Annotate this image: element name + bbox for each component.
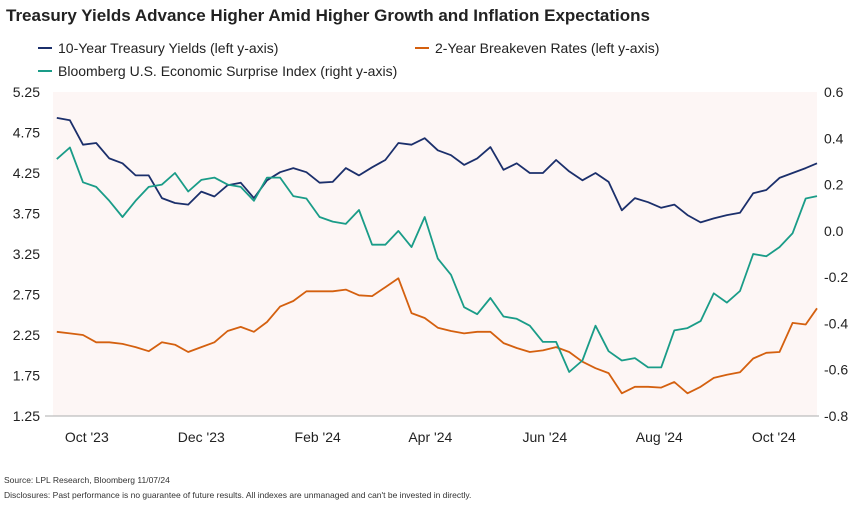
- y-right-tick-label: -0.2: [824, 269, 848, 285]
- chart-title: Treasury Yields Advance Higher Amid High…: [6, 6, 650, 25]
- y-right-tick-label: -0.6: [824, 362, 848, 378]
- y-right-tick-label: -0.4: [824, 315, 848, 331]
- series-lines: [56, 117, 818, 395]
- y-left-tick-label: 4.75: [13, 125, 40, 141]
- x-tick-label: Oct '24: [752, 429, 796, 445]
- y-axis-right: 0.6 0.4 0.2 0.0 -0.2 -0.4 -0.6 -0.8: [824, 84, 848, 424]
- legend-item: Bloomberg U.S. Economic Surprise Index (…: [38, 63, 397, 79]
- y-left-tick-label: 3.75: [13, 206, 40, 222]
- plot-background: [53, 92, 817, 416]
- y-left-tick-label: 1.25: [13, 408, 40, 424]
- x-tick-label: Oct '23: [65, 429, 109, 445]
- x-tick-label: Apr '24: [408, 429, 452, 445]
- y-left-tick-label: 3.25: [13, 246, 40, 262]
- x-tick-label: Feb '24: [295, 429, 341, 445]
- legend-label: 10-Year Treasury Yields (left y-axis): [58, 40, 278, 56]
- y-right-tick-label: 0.6: [824, 84, 844, 100]
- series-line-2: [56, 146, 818, 373]
- disclosure-note: Disclosures: Past performance is no guar…: [4, 490, 471, 500]
- legend-label: Bloomberg U.S. Economic Surprise Index (…: [58, 63, 397, 79]
- y-left-tick-label: 2.75: [13, 287, 40, 303]
- legend-item: 10-Year Treasury Yields (left y-axis): [38, 40, 278, 56]
- y-left-tick-label: 2.25: [13, 327, 40, 343]
- y-left-tick-label: 1.75: [13, 368, 40, 384]
- legend-label: 2-Year Breakeven Rates (left y-axis): [435, 40, 659, 56]
- y-left-tick-label: 5.25: [13, 84, 40, 100]
- y-right-tick-label: 0.2: [824, 177, 844, 193]
- series-line-0: [56, 117, 818, 224]
- y-right-tick-label: -0.8: [824, 408, 848, 424]
- x-tick-label: Jun '24: [522, 429, 567, 445]
- legend: 10-Year Treasury Yields (left y-axis) 2-Y…: [38, 40, 659, 79]
- legend-item: 2-Year Breakeven Rates (left y-axis): [415, 40, 659, 56]
- x-tick-label: Aug '24: [636, 429, 683, 445]
- y-left-tick-label: 4.25: [13, 165, 40, 181]
- x-axis: Oct '23 Dec '23 Feb '24 Apr '24 Jun '24 Aug '…: [45, 415, 819, 445]
- y-right-tick-label: 0.0: [824, 223, 844, 239]
- y-axis-left: 5.25 4.75 4.25 3.75 3.25 2.75 2.25 1.75 1.25: [13, 84, 40, 424]
- x-tick-label: Dec '23: [178, 429, 225, 445]
- series-line-1: [56, 277, 818, 395]
- y-right-tick-label: 0.4: [824, 130, 844, 146]
- source-note: Source: LPL Research, Bloomberg 11/07/24: [4, 475, 170, 485]
